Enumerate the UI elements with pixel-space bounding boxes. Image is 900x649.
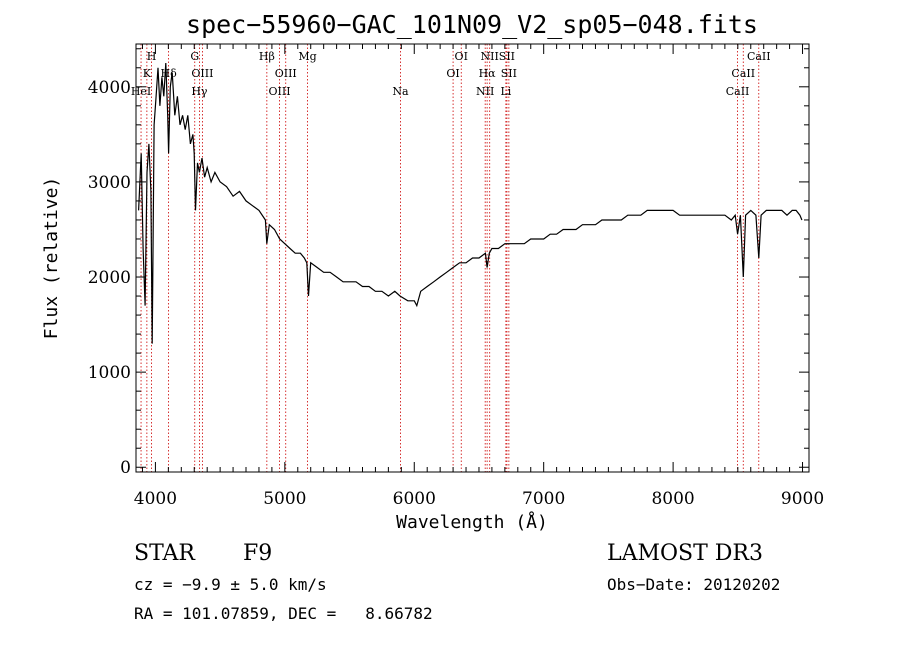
spectral-line-label: CaII xyxy=(747,50,771,63)
object-class: STAR xyxy=(134,541,196,566)
spectral-line-markers xyxy=(140,44,760,472)
spectral-line-label: H xyxy=(147,50,157,63)
spectral-line-label: Mg xyxy=(298,50,316,63)
spectral-line-label: K xyxy=(143,67,152,80)
spectral-line-label: Hγ xyxy=(191,85,208,98)
info-panel: STAR F9 LAMOST DR3 cz = −9.9 ± 5.0 km/s … xyxy=(134,541,780,623)
spectral-line-label: NII xyxy=(476,85,494,98)
spectral-line-label: Hα xyxy=(479,67,497,80)
spectral-line-label: G xyxy=(190,50,199,63)
survey-name: LAMOST DR3 xyxy=(607,541,763,566)
x-tick-label: 4000 xyxy=(134,489,177,509)
spectral-line-label: OI xyxy=(446,67,459,80)
spectral-line-label: CaII xyxy=(731,67,755,80)
spectral-line-label: Na xyxy=(392,85,409,98)
spectral-line-label: SII xyxy=(501,67,517,80)
y-axis-ticks: 0 1000 2000 3000 4000 xyxy=(88,48,809,478)
spectral-line-label: OIII xyxy=(268,85,290,98)
chart-title: spec−55960−GAC_101N09_V2_sp05−048.fits xyxy=(186,10,758,39)
x-tick-label: 9000 xyxy=(781,489,824,509)
spectral-line-label: OIII xyxy=(191,67,213,80)
y-axis-title: Flux (relative) xyxy=(41,177,62,340)
x-tick-label: 5000 xyxy=(263,489,306,509)
x-axis-ticks: 4000 5000 6000 7000 8000 9000 xyxy=(134,44,824,509)
x-tick-label: 7000 xyxy=(522,489,565,509)
spectral-line-label: CaII xyxy=(726,85,750,98)
spectral-line-label: Hδ xyxy=(161,67,178,80)
object-subclass: F9 xyxy=(243,541,272,566)
spectral-line-label: OIII xyxy=(275,67,297,80)
x-tick-label: 6000 xyxy=(393,489,436,509)
spectral-line-label: Hβ xyxy=(259,50,275,63)
x-tick-label: 8000 xyxy=(651,489,694,509)
y-tick-label: 1000 xyxy=(88,363,131,383)
spectral-line-label: SII xyxy=(499,50,515,63)
y-tick-label: 0 xyxy=(120,458,131,478)
sky-coordinates: RA = 101.07859, DEC = 8.66782 xyxy=(134,604,433,623)
x-axis-title: Wavelength (Å) xyxy=(396,511,548,533)
y-tick-label: 2000 xyxy=(88,268,131,288)
spectral-line-labels: HeIKHHδGHγOIIIHβOIIIOIIIMgNaOIOINIIHαNII… xyxy=(131,50,771,98)
observation-date: Obs−Date: 20120202 xyxy=(607,575,780,594)
spectral-line-label: Li xyxy=(500,85,511,98)
spectral-line-label: NII xyxy=(481,50,499,63)
y-tick-label: 4000 xyxy=(88,78,131,98)
spectrum-series-line xyxy=(138,62,803,344)
y-tick-label: 3000 xyxy=(88,173,131,193)
redshift-cz: cz = −9.9 ± 5.0 km/s xyxy=(134,575,327,594)
spectral-line-label: OI xyxy=(455,50,468,63)
